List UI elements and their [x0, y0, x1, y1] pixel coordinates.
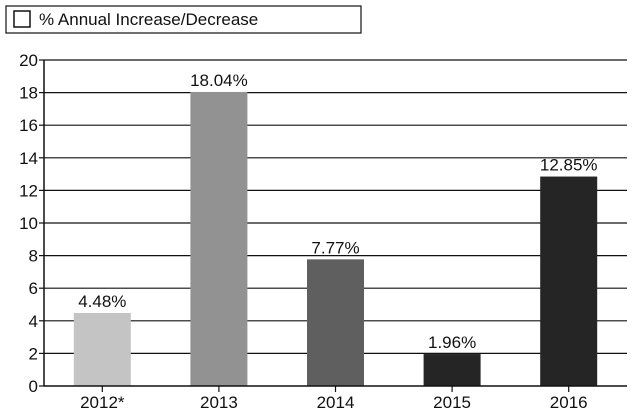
y-tick-label: 10 [19, 214, 38, 233]
x-tick-label: 2016 [550, 393, 588, 412]
y-tick-label: 8 [29, 247, 38, 266]
x-tick-label: 2015 [433, 393, 471, 412]
y-tick-label: 20 [19, 51, 38, 70]
x-tick-label: 2012* [80, 393, 125, 412]
x-tick-label: 2013 [200, 393, 238, 412]
y-tick-label: 12 [19, 181, 38, 200]
data-label: 18.04% [190, 71, 248, 90]
data-label: 4.48% [78, 292, 126, 311]
legend-swatch [13, 10, 31, 28]
y-tick-label: 4 [29, 312, 38, 331]
y-tick-label: 0 [29, 377, 38, 396]
legend: % Annual Increase/Decrease [5, 5, 362, 34]
y-tick-label: 6 [29, 279, 38, 298]
legend-box [5, 5, 362, 34]
bar [307, 259, 364, 386]
data-label: 7.77% [311, 238, 359, 257]
y-tick-label: 16 [19, 116, 38, 135]
data-label: 12.85% [540, 156, 598, 175]
bar [73, 312, 131, 386]
data-label: 1.96% [428, 333, 476, 352]
y-tick-label: 2 [29, 344, 38, 363]
bar [423, 354, 481, 386]
x-tick-label: 2014 [317, 393, 355, 412]
bar [540, 176, 598, 386]
plot-area: 0 2 4 6 8 10 12 14 16 18 20 4.48% 18.04% 7.77% 1.96% 12… [19, 51, 627, 412]
bar [190, 91, 248, 386]
y-tick-label: 14 [19, 149, 38, 168]
legend-label: % Annual Increase/Decrease [39, 10, 258, 29]
y-tick-label: 18 [19, 84, 38, 103]
